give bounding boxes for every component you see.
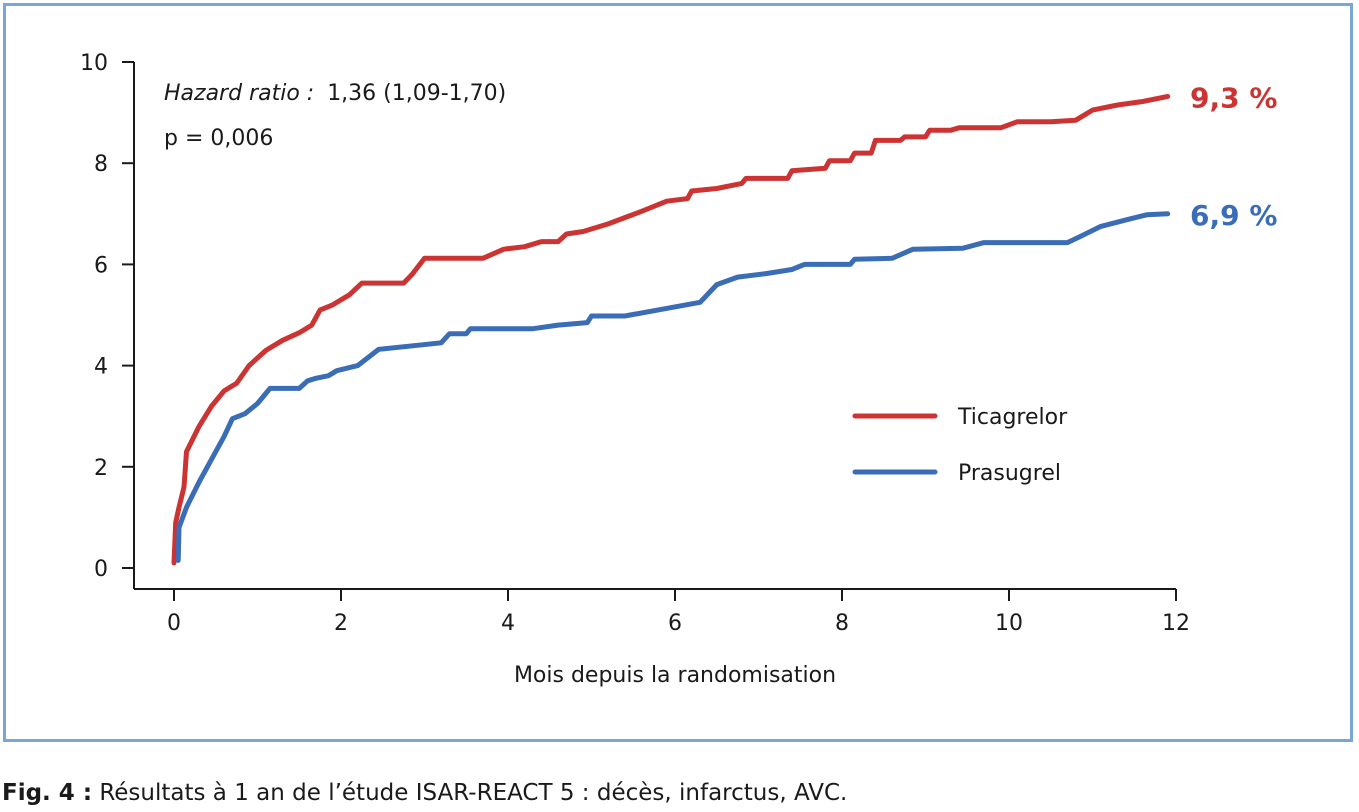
x-tick-label-2: 4 [501, 611, 515, 636]
y-tick-label-4: 8 [94, 152, 108, 177]
figure-frame [3, 3, 1353, 742]
series-group: 9,3 % 6,9 % [171, 81, 1277, 566]
y-tick-label-1: 2 [94, 456, 108, 481]
y-tick-label-5: 10 [80, 51, 108, 76]
x-tick-label-5: 10 [995, 611, 1023, 636]
caption-label: Fig. 4 : [2, 780, 93, 806]
hazard-ratio-annotation: Hazard ratio : 1,36 (1,09-1,70) [164, 81, 506, 106]
series-line-ticagrelor [171, 93, 1171, 566]
hazard-ratio-value: 1,36 (1,09-1,70) [327, 81, 506, 106]
y-tick-label-3: 6 [94, 253, 108, 278]
y-tick-label-0: 0 [94, 557, 108, 582]
figure-caption: Fig. 4 : Résultats à 1 an de l’étude ISA… [2, 780, 847, 806]
ticks: 0 2 4 6 8 10 0 2 4 6 8 10 12 [80, 51, 1190, 636]
y-tick-label-2: 4 [94, 355, 108, 380]
x-tick-label-3: 6 [668, 611, 682, 636]
series-line-prasugrel [175, 211, 1171, 563]
chart: 0 2 4 6 8 10 0 2 4 6 8 10 12 9,3 % 6,9 % Hazard ratio… [80, 51, 1277, 688]
hazard-ratio-label: Hazard ratio : [164, 81, 314, 106]
x-tick-label-4: 8 [835, 611, 849, 636]
legend-label-ticagrelor: Ticagrelor [957, 405, 1068, 430]
x-tick-label-1: 2 [334, 611, 348, 636]
x-tick-label-6: 12 [1162, 611, 1190, 636]
caption-text: Résultats à 1 an de l’étude ISAR-REACT 5… [99, 780, 848, 806]
end-label-ticagrelor: 9,3 % [1190, 81, 1277, 114]
legend-label-prasugrel: Prasugrel [958, 461, 1061, 486]
p-value-annotation: p = 0,006 [164, 126, 273, 151]
x-tick-label-0: 0 [167, 611, 181, 636]
end-label-prasugrel: 6,9 % [1190, 199, 1277, 232]
legend: Ticagrelor Prasugrel [852, 405, 1068, 486]
x-axis-title: Mois depuis la randomisation [514, 663, 836, 688]
chart-axes [133, 62, 1176, 590]
